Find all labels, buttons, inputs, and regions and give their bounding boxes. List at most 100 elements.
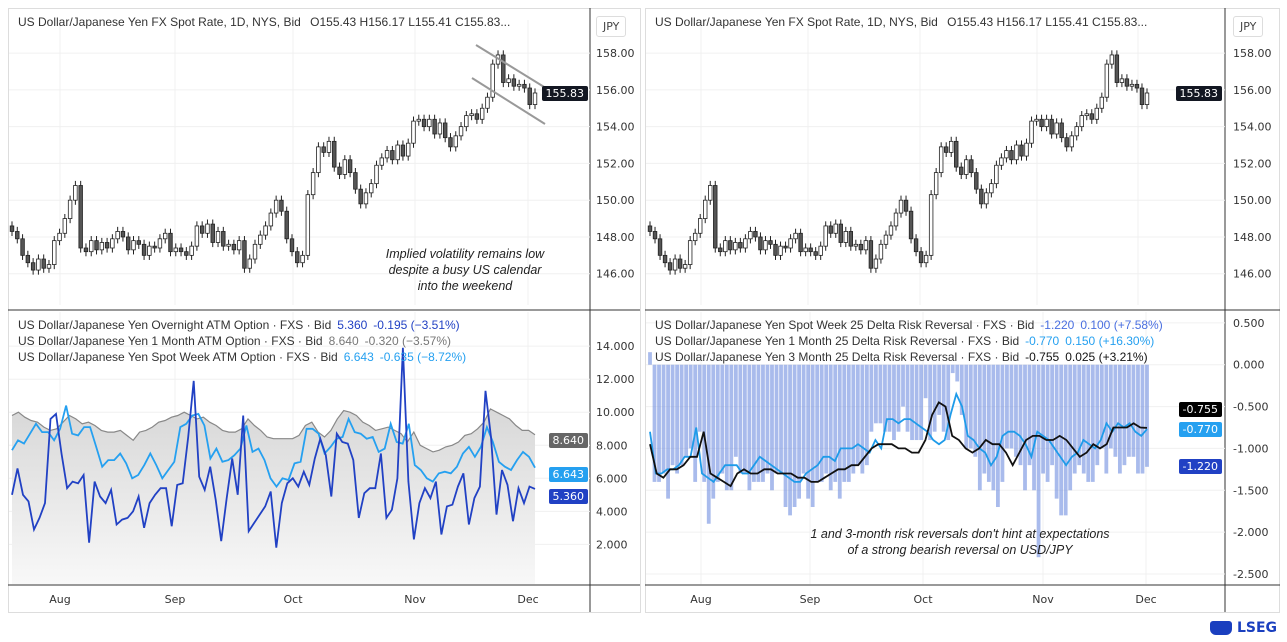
- bar-spot-week-rr: [788, 364, 792, 516]
- candle-body: [268, 212, 274, 227]
- candle-body: [1074, 126, 1079, 137]
- candle-body: [748, 231, 753, 240]
- bar-spot-week-rr: [1005, 364, 1009, 449]
- candle-body: [788, 238, 793, 249]
- candle-body: [692, 232, 698, 242]
- bar-spot-week-rr: [828, 364, 833, 491]
- bar-spot-week-rr: [819, 364, 824, 482]
- legend-row[interactable]: US Dollar/Japanese Yen Spot Week ATM Opt…: [18, 349, 466, 365]
- bar-spot-week-rr: [752, 364, 756, 482]
- bar-spot-week-rr: [950, 364, 955, 374]
- bar-spot-week-rr: [1009, 364, 1014, 449]
- annotation-right: 1 and 3-month risk reversals don't hint …: [770, 526, 1150, 558]
- candle-body: [828, 225, 833, 234]
- bar-spot-week-rr: [675, 364, 680, 474]
- bar-spot-week-rr: [738, 364, 743, 474]
- y-tick-label: -1.000: [1233, 442, 1268, 455]
- legend-row[interactable]: US Dollar/Japanese Yen Overnight ATM Opt…: [18, 317, 466, 333]
- left-top-legend: US Dollar/Japanese Yen FX Spot Rate, 1D,…: [18, 14, 510, 30]
- annotation-line: 1 and 3-month risk reversals don't hint …: [810, 527, 1110, 541]
- right-bottom-legend: US Dollar/Japanese Yen Spot Week 25 Delt…: [655, 317, 1163, 365]
- lion-icon: [1209, 621, 1232, 635]
- candle-body: [326, 140, 332, 153]
- candle-body: [713, 185, 718, 249]
- bar-spot-week-rr: [1113, 364, 1118, 457]
- legend-row[interactable]: US Dollar/Japanese Yen 3 Month 25 Delta …: [655, 349, 1163, 365]
- bar-spot-week-rr: [874, 364, 878, 424]
- bar-spot-week-rr: [797, 364, 801, 499]
- legend-label: US Dollar/Japanese Yen Spot Week ATM Opt…: [18, 350, 338, 364]
- candle-body: [1049, 118, 1054, 135]
- candle-body: [1129, 83, 1135, 87]
- value-tag-spot-week-atm: 6.643: [548, 467, 588, 482]
- bar-spot-week-rr: [1127, 364, 1131, 457]
- bar-spot-week-rr: [923, 364, 928, 399]
- candle-body: [411, 120, 416, 144]
- candle-body: [501, 54, 506, 83]
- legend-change: -0.320 (−3.57%): [364, 334, 452, 348]
- bar-spot-week-rr: [864, 364, 869, 466]
- currency-button[interactable]: JPY: [1233, 16, 1264, 37]
- candle-body: [808, 247, 813, 253]
- candle-body: [873, 258, 879, 269]
- lseg-logo: LSEG: [1209, 620, 1277, 636]
- bar-spot-week-rr: [937, 364, 942, 415]
- candle-body: [1064, 137, 1069, 148]
- candle-body: [163, 232, 168, 240]
- candle-body: [933, 172, 939, 196]
- y-tick-label: -1.500: [1233, 484, 1268, 497]
- bar-spot-week-rr: [842, 364, 847, 482]
- bar-spot-week-rr: [1072, 364, 1077, 474]
- bar-spot-week-rr: [666, 364, 670, 499]
- annotation-line: into the weekend: [417, 279, 513, 293]
- bar-spot-week-rr: [824, 364, 829, 474]
- candle-body: [479, 107, 485, 120]
- y-tick-label: 152.00: [596, 157, 635, 170]
- bar-spot-week-rr: [887, 364, 892, 432]
- candle-body: [469, 113, 474, 117]
- bar-spot-week-rr: [756, 364, 761, 482]
- bar-spot-week-rr: [932, 364, 937, 432]
- bar-spot-week-rr: [1140, 364, 1145, 474]
- bar-spot-week-rr: [1081, 364, 1086, 474]
- x-tick-label: Aug: [49, 593, 70, 606]
- legend-row[interactable]: US Dollar/Japanese Yen 1 Month 25 Delta …: [655, 333, 1163, 349]
- candle-body: [1069, 135, 1074, 148]
- candle-body: [974, 172, 979, 190]
- bar-spot-week-rr: [986, 364, 991, 482]
- legend-value: 5.360: [337, 318, 368, 332]
- candle-body: [379, 157, 384, 166]
- candle-body: [46, 264, 52, 269]
- candle-body: [793, 232, 798, 240]
- bar-spot-week-rr: [1104, 364, 1109, 474]
- bar-spot-week-rr: [729, 364, 734, 491]
- bar-spot-week-rr: [747, 364, 752, 491]
- candle-body: [1014, 144, 1019, 161]
- candle-body: [120, 231, 126, 238]
- candle-body: [316, 146, 321, 174]
- bar-spot-week-rr: [977, 364, 982, 491]
- legend-row[interactable]: US Dollar/Japanese Yen Spot Week 25 Delt…: [655, 317, 1163, 333]
- candle-body: [908, 210, 914, 240]
- candle-body: [395, 144, 400, 161]
- currency-button[interactable]: JPY: [596, 16, 627, 37]
- legend-row[interactable]: US Dollar/Japanese Yen 1 Month ATM Optio…: [18, 333, 466, 349]
- candle-body: [284, 210, 289, 240]
- candle-body: [1099, 96, 1105, 109]
- y-tick-label: -2.000: [1233, 526, 1268, 539]
- legend-change: -0.195 (−3.51%): [373, 318, 460, 332]
- bar-spot-week-rr: [878, 364, 883, 424]
- y-tick-label: 10.000: [596, 406, 635, 419]
- legend-value: -0.755: [1025, 350, 1060, 364]
- candle-body: [363, 192, 369, 205]
- candle-body: [527, 87, 532, 105]
- x-tick-label: Dec: [1135, 593, 1156, 606]
- bar-spot-week-rr: [702, 364, 707, 482]
- bar-spot-week-rr: [670, 364, 675, 466]
- bar-spot-week-rr: [1090, 364, 1095, 482]
- candlestick-series: [647, 50, 1150, 275]
- bar-spot-week-rr: [982, 364, 987, 474]
- candle-body: [279, 199, 284, 212]
- candle-body: [723, 240, 728, 253]
